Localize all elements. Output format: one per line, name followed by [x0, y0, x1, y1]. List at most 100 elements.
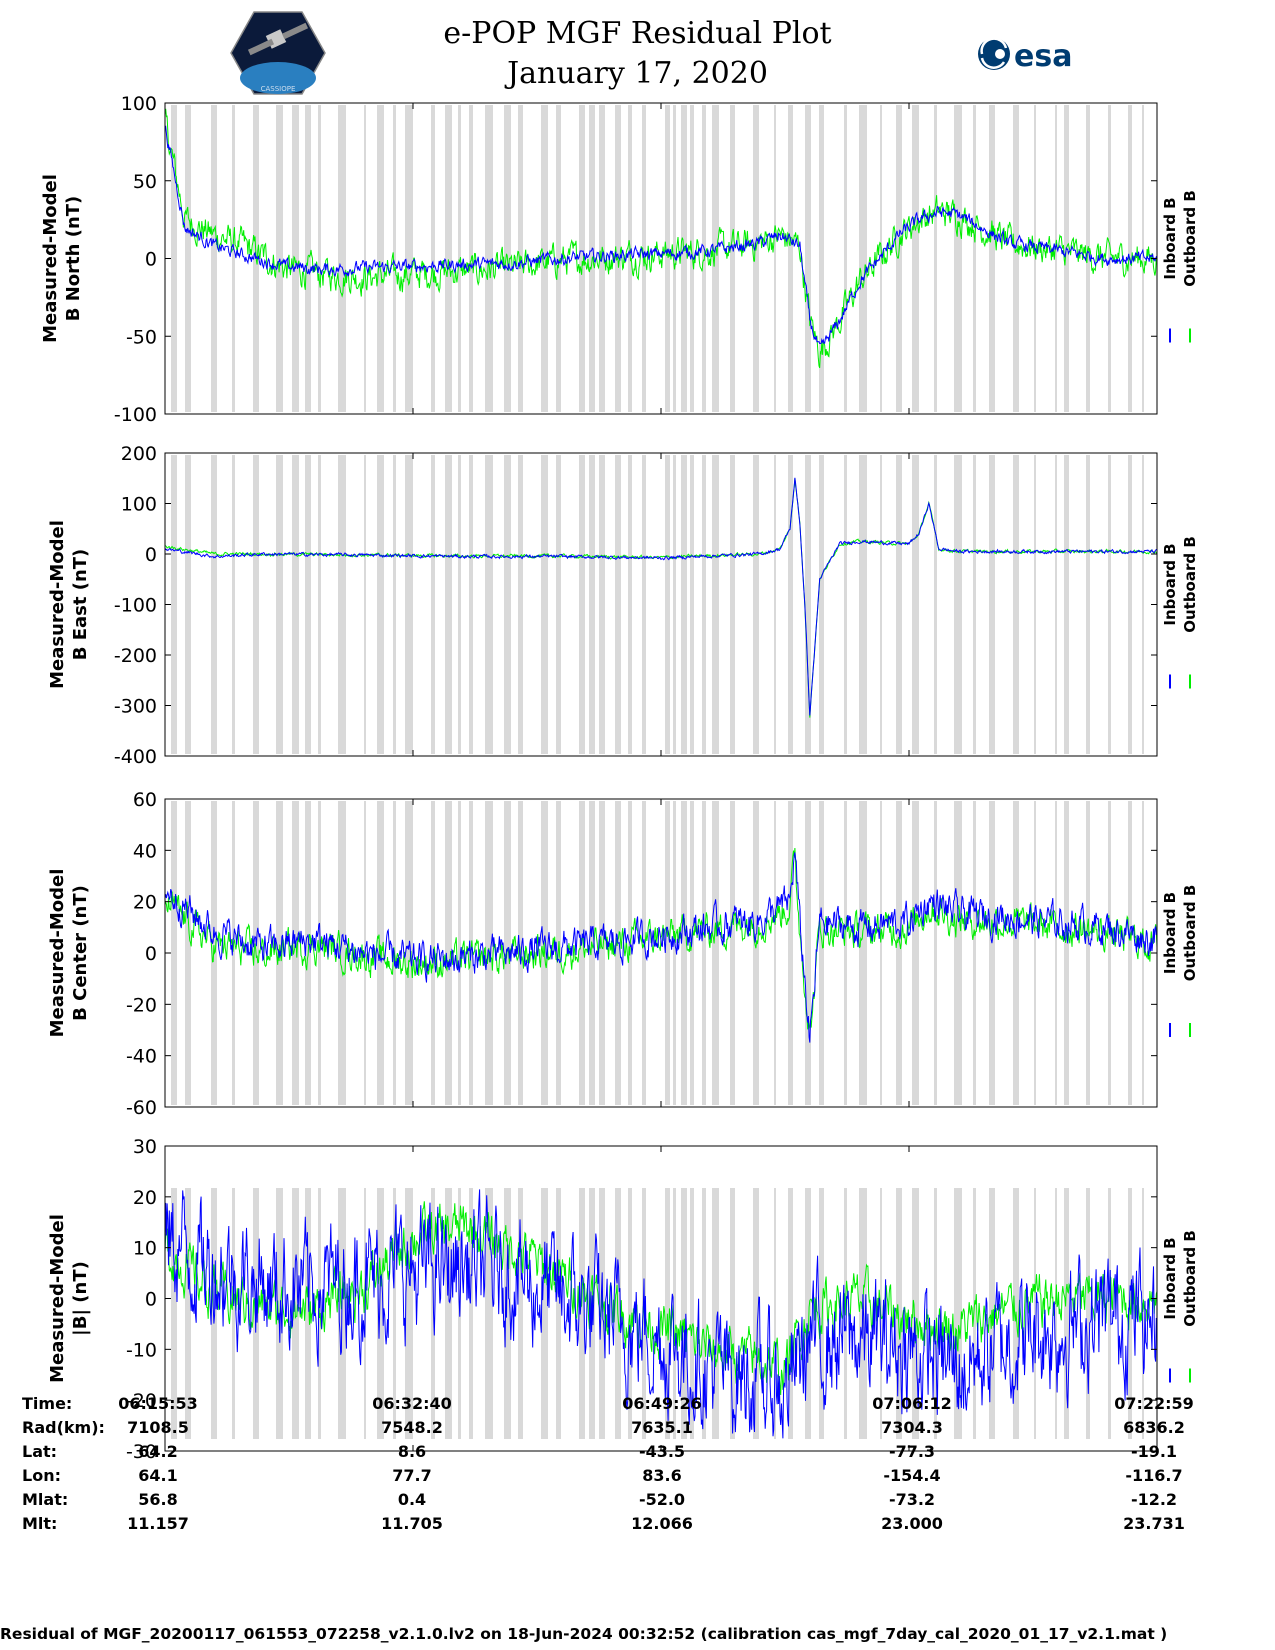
data-gap-stripe-2: [211, 455, 217, 754]
data-gap-stripe-28: [642, 801, 646, 1105]
y-tick-label: 40: [133, 840, 157, 862]
y-tick-label: 10: [133, 1238, 157, 1260]
info-label-lat: Lat:: [22, 1442, 58, 1461]
data-gap-stripe-43: [880, 105, 882, 412]
data-gap-stripe-0: [171, 105, 177, 412]
info-time-col5: 07:22:59: [1114, 1394, 1194, 1413]
data-gap-stripe-29: [665, 1188, 670, 1439]
info-time-col4: 07:06:12: [872, 1394, 952, 1413]
cassiope-logo-text: CASSIOPE: [261, 85, 296, 93]
series-outboard-line: [164, 478, 1158, 718]
data-gap-stripe-44: [896, 105, 902, 412]
data-gap-stripe-52: [1055, 455, 1057, 754]
data-gap-stripe-45: [912, 105, 919, 412]
panel-3: 60 40 20 0 -20 -40 -60 Measured-Model B Center (…: [47, 789, 1199, 1119]
data-gap-stripe-21: [541, 1188, 548, 1439]
data-gap-stripe-43: [880, 801, 882, 1105]
footer-caption: Residual of MGF_20200117_061553_072258_v…: [0, 1625, 1168, 1643]
legend-outboard-label: Outboard B: [1181, 190, 1199, 287]
info-time-col3: 06:49:26: [622, 1394, 702, 1413]
info-mlat-col5: -12.2: [1130, 1490, 1178, 1509]
legend: Inboard B Outboard B: [1161, 1230, 1199, 1383]
data-gap-stripe-6: [292, 105, 299, 412]
data-gap-stripe-43: [880, 455, 882, 754]
data-gap-stripe-37: [774, 455, 776, 754]
data-gap-stripe-9: [338, 801, 346, 1105]
data-gap-stripe-24: [589, 801, 595, 1105]
y-axis-label-line1: Measured-Model: [47, 869, 68, 1038]
data-gap-stripe-10: [364, 455, 366, 754]
legend: Inboard B Outboard B: [1161, 190, 1199, 343]
data-gap-stripe-51: [1034, 1188, 1036, 1439]
plot-frame: [164, 102, 1158, 415]
data-gap-stripe-4: [253, 455, 259, 754]
data-gap-stripe-28: [642, 455, 646, 754]
data-gap-stripe-34: [712, 801, 719, 1105]
data-gap-stripe-30: [673, 105, 676, 412]
data-gap-stripe-7: [305, 455, 311, 754]
info-lon-col3: 83.6: [642, 1466, 682, 1485]
data-gap-stripe-40: [819, 455, 824, 754]
data-gap-stripe-18: [485, 455, 493, 754]
data-gap-stripe-50: [1013, 801, 1019, 1105]
y-tick-label: 60: [133, 789, 157, 811]
info-mlt-col5: 23.731: [1123, 1514, 1185, 1533]
legend-inboard-label: Inboard B: [1161, 892, 1179, 974]
info-lon-col2: 77.7: [392, 1466, 432, 1485]
data-gap-stripe-49: [989, 105, 995, 412]
data-gap-stripe-28: [642, 105, 646, 412]
legend-outboard-label: Outboard B: [1181, 1230, 1199, 1327]
info-mlt-col1: 11.157: [127, 1514, 189, 1533]
data-gap-stripe-1: [185, 1188, 191, 1439]
data-gap-stripe-23: [579, 1188, 585, 1439]
data-gap-stripe-47: [954, 455, 962, 754]
y-tick-label: 50: [133, 171, 157, 193]
data-gap-stripe-3: [232, 455, 235, 754]
data-gap-stripe-0: [171, 801, 177, 1105]
cassiope-logo: CASSIOPE: [230, 11, 326, 95]
data-gap-stripe-1: [185, 801, 191, 1105]
y-tick-label: 0: [145, 1289, 157, 1311]
data-gap-stripe-53: [1064, 105, 1069, 412]
data-gap-stripe-35: [730, 105, 735, 412]
data-gap-stripe-57: [1142, 801, 1144, 1105]
data-gap-stripe-31: [681, 801, 687, 1105]
data-gap-stripe-37: [774, 801, 776, 1105]
data-gap-stripe-15: [445, 801, 452, 1105]
data-gap-stripe-15: [445, 455, 452, 754]
data-gap-stripe-7: [305, 1188, 311, 1439]
data-gap-stripe-21: [541, 455, 548, 754]
data-gap-stripe-13: [405, 801, 413, 1105]
data-gap-stripe-16: [458, 801, 461, 1105]
y-axis-label-line2: B Center (nT): [70, 885, 91, 1021]
y-tick-label: 100: [121, 93, 157, 115]
info-rad-col2: 7548.2: [381, 1418, 443, 1437]
y-tick-label: -200: [114, 645, 157, 667]
data-gap-stripe-46: [934, 455, 937, 754]
series-inboard-line: [164, 125, 1158, 345]
info-mlt-col2: 11.705: [381, 1514, 443, 1533]
data-gap-stripe-19: [504, 801, 511, 1105]
data-gap-stripe-56: [1128, 455, 1132, 754]
series-inboard-line: [164, 852, 1158, 1043]
data-gap-stripe-3: [232, 801, 235, 1105]
data-gap-stripe-45: [912, 1188, 919, 1439]
info-rad-col4: 7304.3: [881, 1418, 943, 1437]
y-tick-label: -100: [114, 595, 157, 617]
info-mlat-col4: -73.2: [888, 1490, 936, 1509]
data-gap-stripe-32: [690, 1188, 694, 1439]
data-gap-stripe-55: [1108, 105, 1111, 412]
data-gap-stripe-13: [405, 455, 413, 754]
data-gap-stripe-49: [989, 801, 995, 1105]
data-gap-stripe-18: [485, 105, 493, 412]
data-gap-stripe-44: [896, 801, 902, 1105]
data-gap-stripe-42: [859, 455, 867, 754]
data-gap-stripe-33: [702, 801, 706, 1105]
info-lat-col3: -43.5: [638, 1442, 686, 1461]
info-rad-col5: 6836.2: [1123, 1418, 1185, 1437]
y-tick-label: 20: [133, 1187, 157, 1209]
y-tick-label: 0: [145, 943, 157, 965]
y-tick-label: 0: [145, 544, 157, 566]
series-inboard-line: [164, 1189, 1158, 1439]
info-lon-col5: -116.7: [1125, 1466, 1183, 1485]
